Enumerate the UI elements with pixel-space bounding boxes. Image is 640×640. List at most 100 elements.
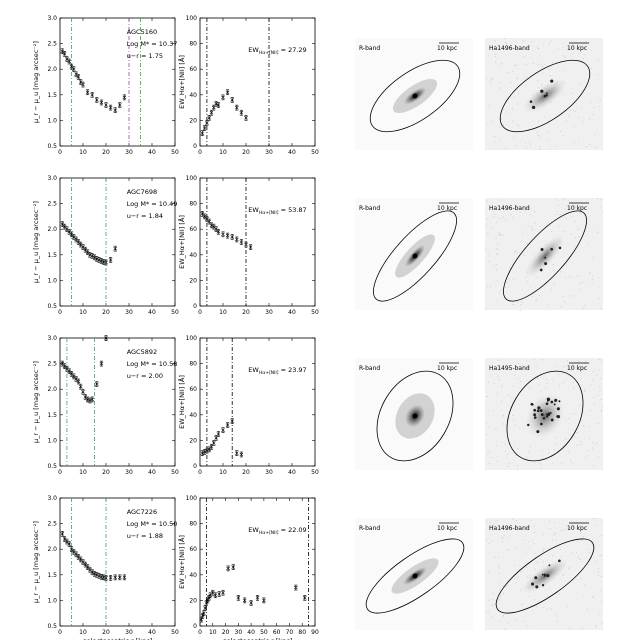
noise-pixel [592, 442, 594, 444]
noise-pixel [560, 530, 562, 531]
noise-pixel [573, 109, 575, 111]
noise-pixel [506, 111, 508, 113]
x-tick-label: 0 [198, 309, 202, 316]
ha-knot [546, 574, 550, 578]
noise-pixel [513, 278, 515, 280]
noise-pixel [491, 79, 493, 81]
data-point [225, 233, 230, 238]
data-point [231, 565, 236, 569]
noise-pixel [506, 282, 508, 284]
x-tick-label: 0 [198, 149, 202, 156]
noise-pixel [593, 371, 594, 373]
noise-pixel [584, 389, 586, 391]
noise-pixel [521, 570, 523, 572]
noise-pixel [514, 252, 516, 253]
noise-pixel [527, 243, 528, 245]
noise-pixel [511, 303, 513, 305]
y-tick-label: 3.0 [47, 175, 57, 182]
noise-pixel [572, 52, 574, 54]
noise-pixel [491, 598, 493, 600]
y-tick-label: 80 [189, 361, 197, 368]
x-tick-label: 20 [102, 149, 110, 156]
noise-pixel [567, 605, 569, 607]
data-point [225, 423, 230, 427]
data-point [234, 451, 239, 456]
noise-pixel [598, 574, 600, 576]
ha-knot [547, 413, 551, 417]
data-point [234, 105, 239, 110]
noise-pixel [513, 216, 515, 218]
noise-pixel [514, 65, 516, 67]
noise-pixel [512, 217, 513, 219]
noise-pixel [562, 46, 564, 48]
noise-pixel [599, 389, 601, 391]
noise-pixel [535, 606, 537, 608]
noise-pixel [532, 63, 534, 64]
noise-pixel [497, 253, 499, 255]
ha-knot [536, 430, 540, 434]
noise-pixel [499, 126, 501, 128]
noise-pixel [500, 117, 502, 119]
data-point [122, 575, 127, 580]
noise-pixel [568, 628, 570, 630]
noise-pixel [557, 205, 559, 206]
noise-pixel [588, 426, 590, 427]
x-tick-label: 40 [288, 469, 296, 476]
noise-pixel [522, 55, 524, 57]
noise-pixel [574, 221, 576, 223]
data-point [122, 95, 127, 100]
data-point [255, 596, 260, 600]
noise-pixel [559, 214, 561, 216]
noise-pixel [525, 147, 527, 149]
x-tick-label: 0 [58, 149, 62, 156]
noise-pixel [594, 525, 596, 526]
noise-pixel [520, 304, 522, 306]
noise-pixel [499, 359, 501, 361]
data-point [117, 103, 122, 107]
noise-pixel [516, 123, 518, 125]
noise-pixel [493, 410, 494, 412]
noise-pixel [504, 218, 506, 220]
noise-pixel [494, 265, 496, 267]
noise-pixel [547, 547, 549, 549]
noise-pixel [492, 121, 494, 122]
ew-profile-panel: 0 10 20 30 40 50 0 20 40 60 80 100 EW_Hα+[NII] [Å] EW… [177, 175, 319, 316]
data-point [92, 571, 97, 576]
noise-pixel [518, 125, 520, 127]
noise-pixel [548, 131, 550, 132]
noise-pixel [528, 367, 529, 369]
data-point [71, 67, 76, 72]
noise-pixel [491, 616, 493, 618]
noise-pixel [517, 252, 519, 254]
noise-pixel [503, 415, 504, 417]
noise-pixel [577, 524, 578, 526]
noise-pixel [495, 253, 497, 255]
data-point [294, 585, 298, 590]
noise-pixel [568, 433, 570, 435]
x-tick-label: 40 [148, 149, 156, 156]
noise-pixel [552, 555, 554, 557]
data-point [108, 105, 113, 110]
noise-pixel [486, 521, 488, 523]
noise-pixel [528, 541, 530, 543]
data-point [113, 108, 118, 112]
y-tick-label: 20 [189, 597, 197, 604]
noise-pixel [498, 65, 500, 67]
x-tick-label: 10 [219, 149, 227, 156]
y-tick-label: 0 [193, 143, 197, 150]
y-tick-label: 0.5 [47, 303, 57, 310]
noise-pixel [534, 568, 536, 570]
noise-pixel [517, 363, 519, 365]
ew-annotation-prefix: EW [248, 46, 259, 54]
noise-pixel [531, 41, 532, 43]
aperture-ellipse [365, 538, 465, 614]
noise-pixel [600, 590, 602, 591]
noise-pixel [488, 261, 490, 263]
noise-pixel [514, 442, 516, 444]
noise-pixel [529, 141, 531, 143]
noise-pixel [530, 286, 532, 288]
noise-pixel [553, 284, 555, 286]
y-tick-label: 2.0 [47, 386, 57, 393]
noise-pixel [491, 77, 492, 79]
noise-pixel [506, 72, 508, 73]
